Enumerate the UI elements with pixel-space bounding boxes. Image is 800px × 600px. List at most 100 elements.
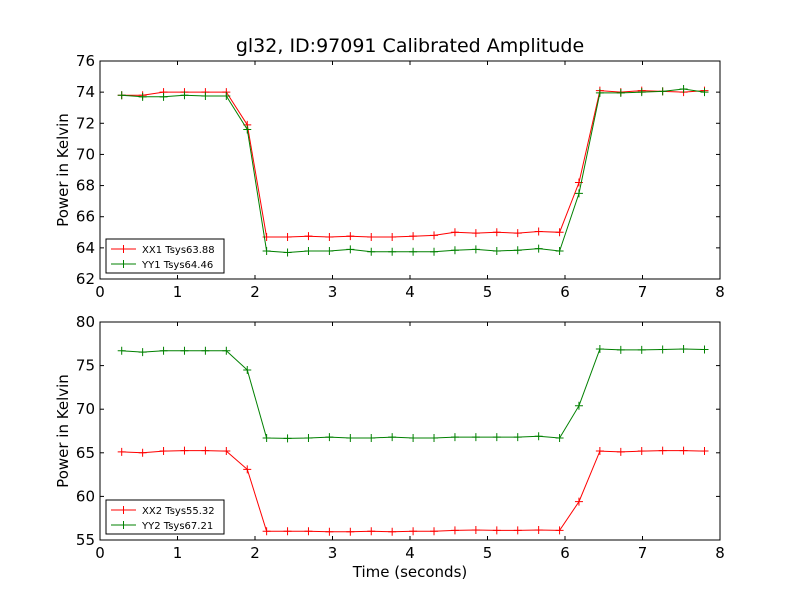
data-point xyxy=(616,345,625,354)
data-point xyxy=(138,92,147,101)
data-point xyxy=(430,231,439,240)
x-tick-label: 6 xyxy=(560,283,570,301)
legend-marker xyxy=(119,245,128,253)
data-point xyxy=(180,91,189,100)
data-point xyxy=(201,346,210,355)
data-point xyxy=(430,527,439,536)
x-tick-label: 7 xyxy=(638,283,648,301)
data-point xyxy=(574,401,583,410)
data-point xyxy=(325,246,334,255)
data-point xyxy=(595,345,604,354)
data-point xyxy=(450,228,459,237)
data-point xyxy=(513,229,522,238)
data-point xyxy=(574,189,583,198)
data-point xyxy=(409,527,418,536)
data-point xyxy=(304,232,313,241)
data-point xyxy=(534,432,543,441)
data-point xyxy=(346,433,355,442)
data-point xyxy=(616,88,625,97)
data-point xyxy=(283,527,292,536)
data-point xyxy=(616,447,625,456)
data-point xyxy=(471,229,480,238)
legend-marker xyxy=(119,260,128,268)
y-tick-label: 72 xyxy=(76,114,95,132)
data-point xyxy=(388,232,397,241)
chart-title: gl32, ID:97091 Calibrated Amplitude xyxy=(236,35,584,57)
x-axis-label: Time (seconds) xyxy=(352,563,468,581)
data-point xyxy=(304,433,313,442)
data-point xyxy=(492,526,501,535)
data-point xyxy=(595,88,604,97)
data-point xyxy=(430,247,439,256)
x-tick-label: 3 xyxy=(328,544,338,562)
y-tick-label: 68 xyxy=(76,177,95,195)
data-point xyxy=(700,345,709,354)
data-point xyxy=(283,248,292,257)
data-point xyxy=(388,527,397,536)
data-point xyxy=(637,88,646,97)
legend-entry: XX2 Tsys55.32 xyxy=(142,506,215,517)
data-point xyxy=(243,365,252,374)
data-point xyxy=(262,527,271,536)
data-point xyxy=(243,125,252,134)
legend-marker xyxy=(119,506,128,514)
data-point xyxy=(222,447,231,456)
data-point xyxy=(346,232,355,241)
data-point xyxy=(409,433,418,442)
data-point xyxy=(450,246,459,255)
data-point xyxy=(180,346,189,355)
x-tick-label: 2 xyxy=(250,544,260,562)
y-tick-label: 62 xyxy=(76,270,95,288)
y-tick-label: 74 xyxy=(76,83,95,101)
data-point xyxy=(222,346,231,355)
y-tick-label: 65 xyxy=(76,444,95,462)
y-tick-label: 70 xyxy=(76,400,95,418)
data-point xyxy=(117,91,126,100)
data-point xyxy=(513,246,522,255)
data-point xyxy=(658,87,667,96)
data-point xyxy=(679,85,688,94)
data-point xyxy=(555,526,564,535)
data-point xyxy=(700,447,709,456)
data-point xyxy=(409,232,418,241)
y-tick-label: 80 xyxy=(76,313,95,331)
data-point xyxy=(117,447,126,456)
legend: XX1 Tsys63.88 YY1 Tsys64.46 xyxy=(105,238,225,274)
x-tick-label: 0 xyxy=(95,283,105,301)
data-point xyxy=(159,346,168,355)
data-point xyxy=(409,247,418,256)
data-point xyxy=(283,434,292,443)
data-point xyxy=(367,232,376,241)
data-point xyxy=(595,447,604,456)
data-point xyxy=(534,244,543,253)
legend-box xyxy=(105,499,225,535)
data-point xyxy=(388,433,397,442)
x-tick-label: 0 xyxy=(95,544,105,562)
data-point xyxy=(492,228,501,237)
data-point xyxy=(679,345,688,354)
data-point xyxy=(117,346,126,355)
data-point xyxy=(430,433,439,442)
data-point xyxy=(222,92,231,101)
legend-entry: XX1 Tsys63.88 xyxy=(142,245,215,256)
data-point xyxy=(388,247,397,256)
data-point xyxy=(304,246,313,255)
data-point xyxy=(325,433,334,442)
data-point xyxy=(492,246,501,255)
data-point xyxy=(367,247,376,256)
bottom-plot: 0 1 2 3 4 5 6 7 8 55 60 65 70 75 80 Power in Kelvin Time… xyxy=(54,313,725,581)
y-tick-label: 75 xyxy=(76,357,95,375)
legend: XX2 Tsys55.32 YY2 Tsys67.21 xyxy=(105,499,225,535)
data-point xyxy=(325,232,334,241)
data-point xyxy=(325,527,334,536)
data-point xyxy=(138,448,147,457)
legend-entry: YY1 Tsys64.46 xyxy=(141,260,213,271)
top-plot: 0 1 2 3 4 5 6 7 8 62 64 66 68 70 72 74 76 Power in Kelvin… xyxy=(54,52,725,301)
data-point xyxy=(159,447,168,456)
data-point xyxy=(574,497,583,506)
data-point xyxy=(471,433,480,442)
y-tick-label: 70 xyxy=(76,145,95,163)
x-tick-label: 5 xyxy=(483,544,493,562)
data-point xyxy=(243,465,252,474)
